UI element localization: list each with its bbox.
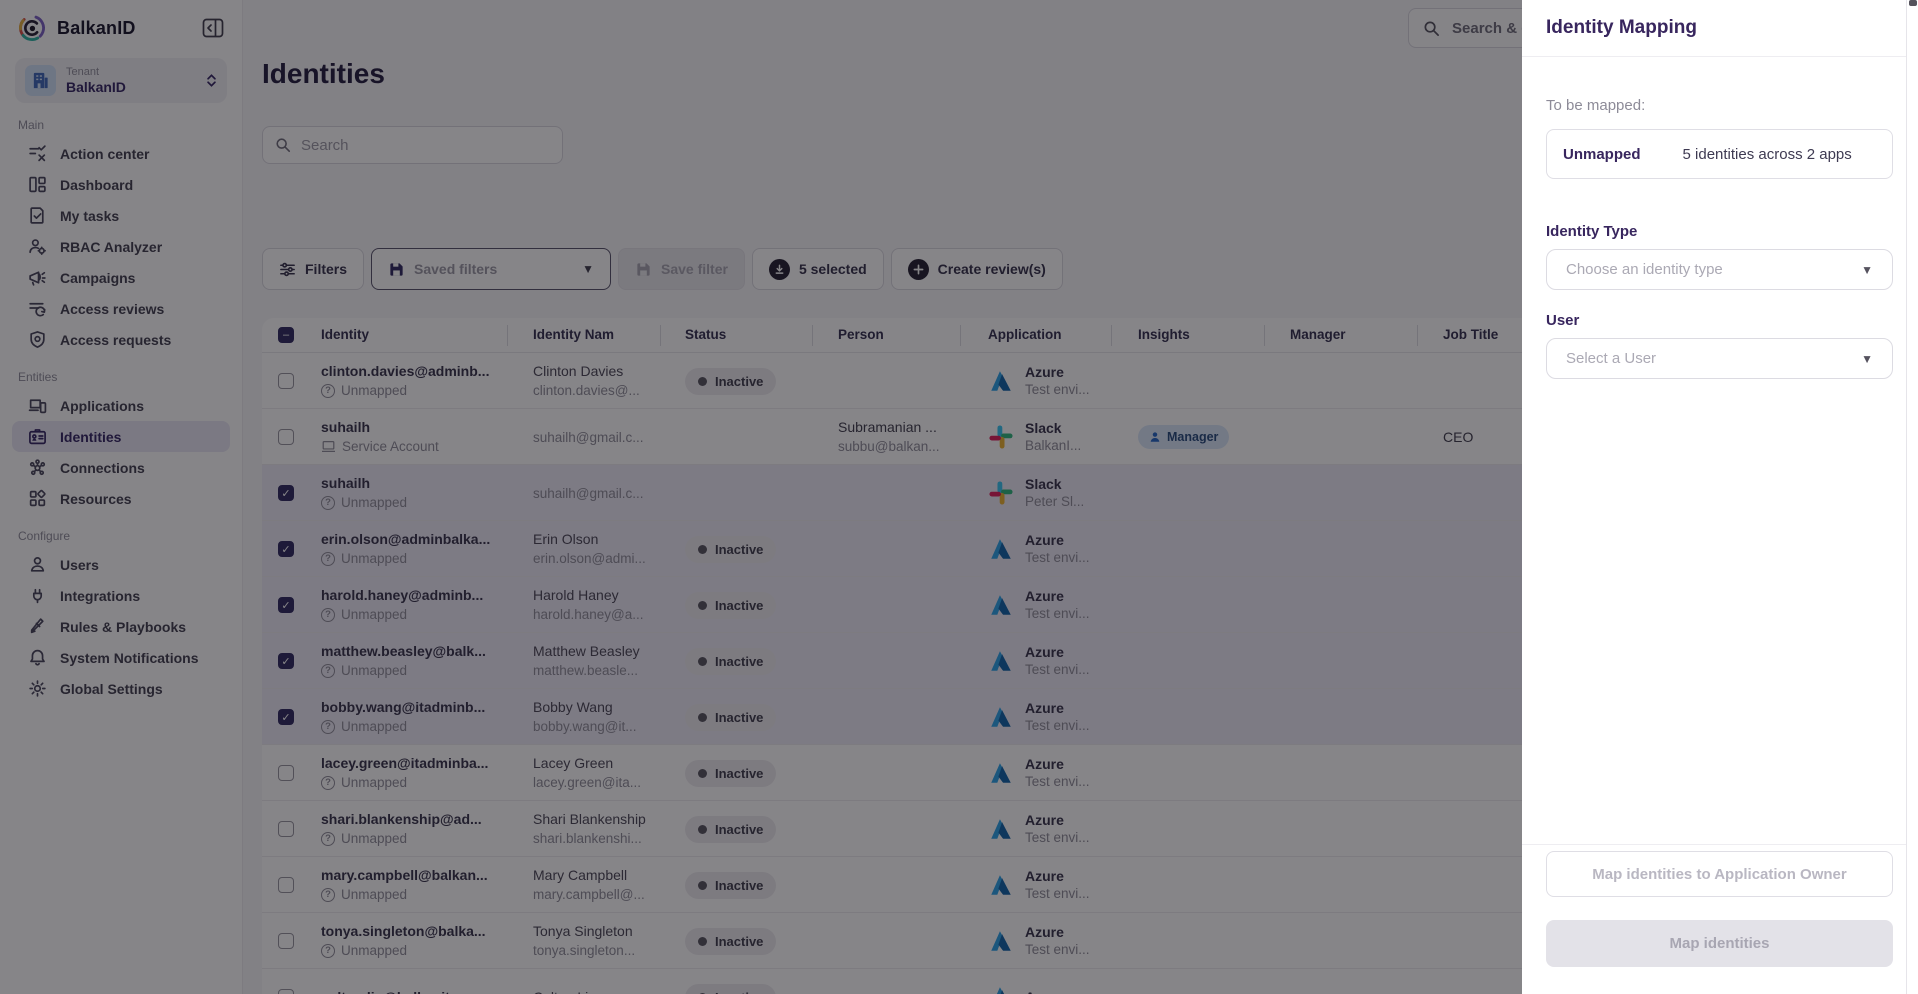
identity-type-label: Identity Type <box>1546 223 1638 240</box>
user-placeholder: Select a User <box>1566 350 1657 367</box>
summary-status: Unmapped <box>1563 145 1641 163</box>
map-to-application-owner-button[interactable]: Map identities to Application Owner <box>1546 851 1893 897</box>
summary-text: 5 identities across 2 apps <box>1682 145 1852 163</box>
mapping-summary-card: Unmapped 5 identities across 2 apps <box>1546 129 1893 179</box>
user-label: User <box>1546 312 1580 329</box>
chevron-down-icon: ▼ <box>1861 351 1873 366</box>
drawer-body: To be mapped: Unmapped 5 identities acro… <box>1522 97 1918 379</box>
to-be-mapped-label: To be mapped: <box>1546 97 1646 114</box>
map-identities-button[interactable]: Map identities <box>1546 920 1893 967</box>
identity-type-placeholder: Choose an identity type <box>1566 261 1723 278</box>
identity-mapping-drawer: Identity Mapping To be mapped: Unmapped … <box>1522 0 1918 994</box>
drawer-title: Identity Mapping <box>1546 17 1697 38</box>
user-select[interactable]: Select a User ▼ <box>1546 338 1893 379</box>
identity-type-select[interactable]: Choose an identity type ▼ <box>1546 249 1893 290</box>
window-scrollbar[interactable] <box>1906 0 1918 994</box>
chevron-down-icon: ▼ <box>1861 262 1873 277</box>
drawer-header: Identity Mapping <box>1522 0 1918 57</box>
drawer-footer: Map identities to Application Owner Map … <box>1522 844 1906 994</box>
scrollbar-thumb[interactable] <box>1909 0 1917 6</box>
